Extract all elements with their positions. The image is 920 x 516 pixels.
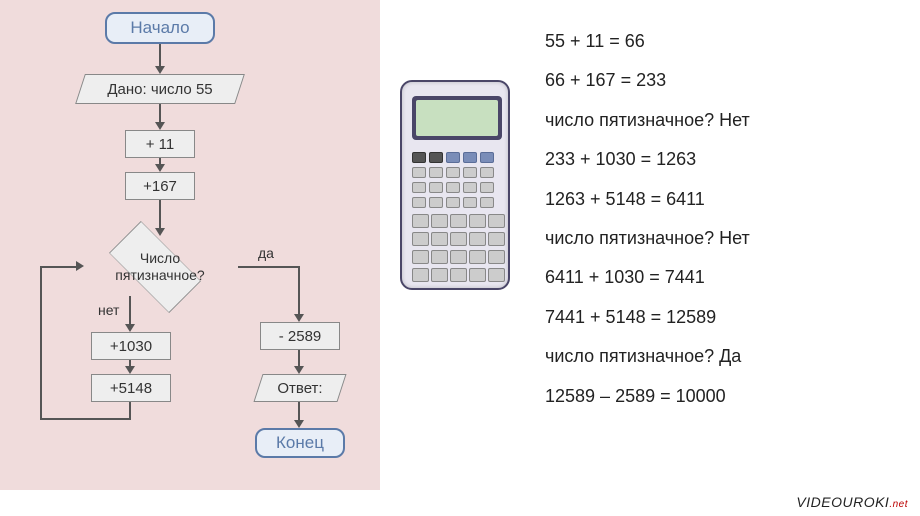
node-input: Дано: число 55 — [80, 74, 240, 104]
node-label: - 2589 — [279, 328, 322, 345]
node-label: + 11 — [146, 136, 175, 153]
arrow — [298, 266, 300, 316]
calc-line: 233 + 1030 = 1263 — [545, 148, 905, 171]
node-add167: +167 — [125, 172, 195, 200]
arrow — [40, 266, 78, 268]
label-yes: да — [258, 245, 274, 261]
arrow — [40, 418, 131, 420]
watermark-main: VIDEOUROKI — [796, 494, 889, 510]
arrow-head — [155, 66, 165, 74]
node-end: Конец — [255, 428, 345, 458]
node-sub2589: - 2589 — [260, 322, 340, 350]
node-label: Ответ: — [277, 380, 322, 397]
calc-line: число пятизначное? Да — [545, 345, 905, 368]
node-label: Конец — [276, 433, 324, 453]
flowchart: Начало Дано: число 55 + 11 +167 Число пя… — [0, 0, 380, 490]
arrow — [159, 104, 161, 124]
node-label-line1: Число — [140, 250, 180, 266]
node-add1030: +1030 — [91, 332, 171, 360]
calc-line: 6411 + 1030 = 7441 — [545, 266, 905, 289]
calc-line: 1263 + 5148 = 6411 — [545, 188, 905, 211]
node-label: Начало — [130, 18, 189, 38]
calc-line: число пятизначное? Нет — [545, 227, 905, 250]
node-label: Дано: число 55 — [107, 81, 212, 98]
arrow — [159, 44, 161, 68]
node-label: +1030 — [110, 338, 152, 355]
watermark-suffix: .net — [889, 499, 908, 510]
node-output: Ответ: — [258, 374, 342, 402]
node-decision: Число пятизначное? — [75, 232, 245, 302]
node-add5148: +5148 — [91, 374, 171, 402]
calc-line: 7441 + 5148 = 12589 — [545, 306, 905, 329]
calculator-illustration — [400, 80, 510, 290]
arrow-head — [125, 366, 135, 374]
calc-line: 55 + 11 = 66 — [545, 30, 905, 53]
node-label: +167 — [143, 178, 177, 195]
calculation-trace: 55 + 11 = 66 66 + 167 = 233 число пятизн… — [545, 30, 905, 424]
arrow-head — [155, 164, 165, 172]
calc-line: число пятизначное? Нет — [545, 109, 905, 132]
node-start: Начало — [105, 12, 215, 44]
arrow-head — [125, 324, 135, 332]
arrow-head — [294, 366, 304, 374]
node-label-line2: пятизначное? — [115, 267, 204, 283]
watermark: VIDEOUROKI.net — [796, 494, 908, 510]
node-label: +5148 — [110, 380, 152, 397]
arrow-head — [294, 314, 304, 322]
arrow — [238, 266, 300, 268]
calc-line: 12589 – 2589 = 10000 — [545, 385, 905, 408]
arrow-head — [155, 122, 165, 130]
calc-line: 66 + 167 = 233 — [545, 69, 905, 92]
arrow — [40, 266, 42, 420]
node-add11: + 11 — [125, 130, 195, 158]
label-no: нет — [98, 302, 119, 318]
arrow-head — [294, 420, 304, 428]
